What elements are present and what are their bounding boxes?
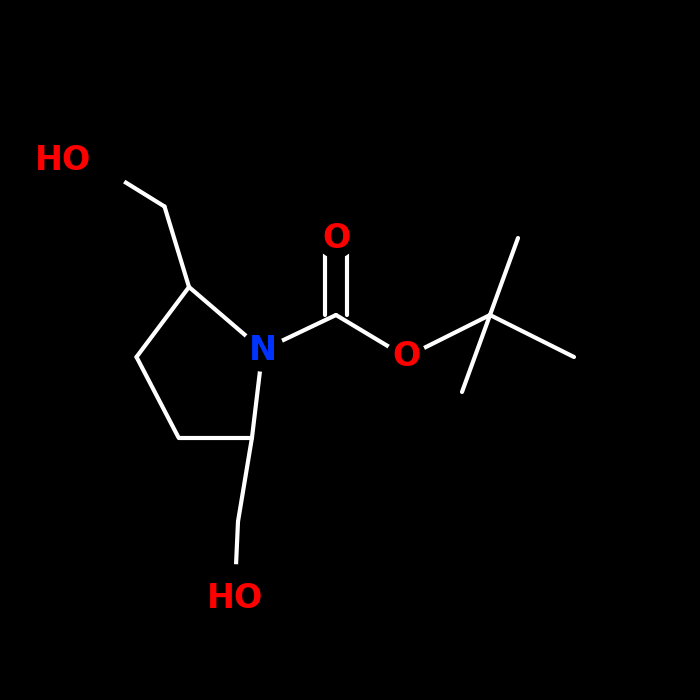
Circle shape bbox=[316, 218, 356, 258]
Text: HO: HO bbox=[35, 144, 91, 178]
Text: O: O bbox=[392, 340, 420, 374]
Circle shape bbox=[201, 565, 268, 632]
Circle shape bbox=[52, 122, 130, 199]
Text: HO: HO bbox=[206, 582, 262, 615]
Text: O: O bbox=[322, 221, 350, 255]
Text: N: N bbox=[248, 333, 276, 367]
Circle shape bbox=[241, 329, 284, 371]
Circle shape bbox=[386, 337, 426, 377]
